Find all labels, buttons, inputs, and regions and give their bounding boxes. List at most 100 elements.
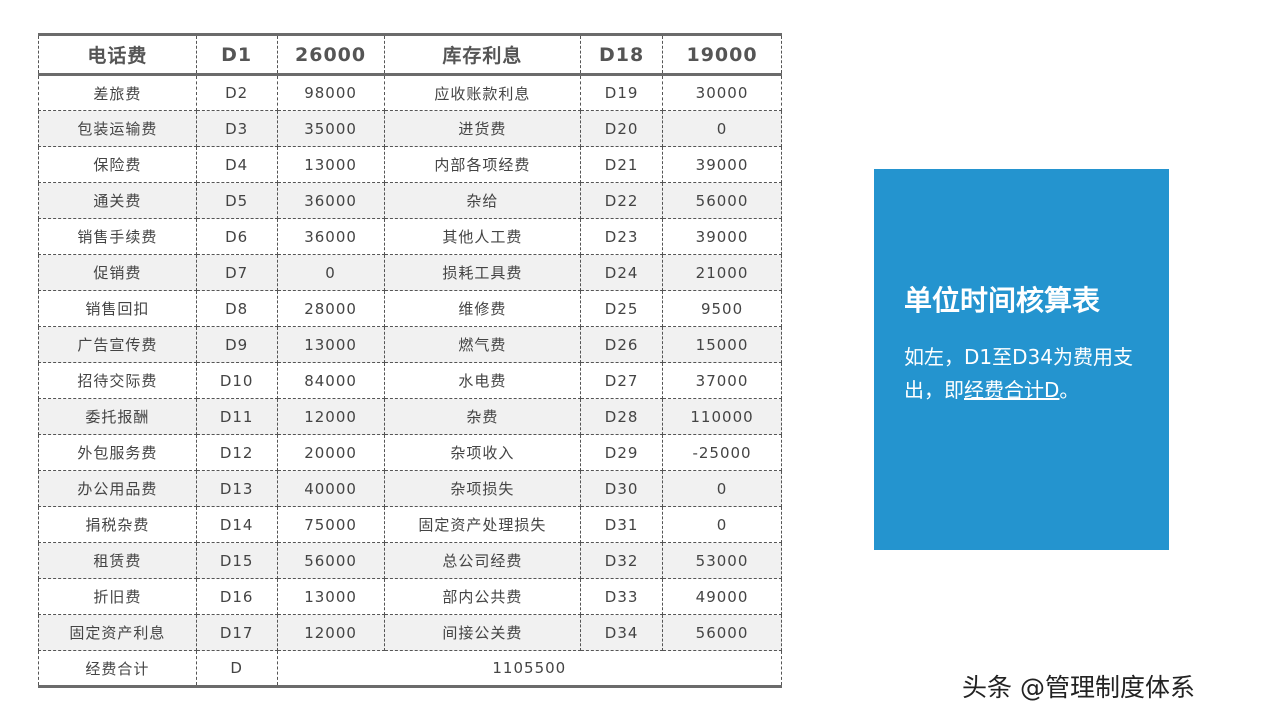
watermark: 头条 @管理制度体系 (962, 673, 1195, 702)
table-cell: 56000 (662, 614, 782, 651)
table-cell: D28 (580, 398, 664, 435)
header-cell: 19000 (662, 34, 782, 76)
table-cell: 进货费 (383, 110, 582, 147)
table-row: 租赁费 D15 56000 总公司经费 D32 53000 (38, 542, 782, 579)
table-cell: 固定资产处理损失 (383, 506, 582, 543)
table-cell: 110000 (662, 398, 782, 435)
table-cell: 折旧费 (38, 578, 197, 615)
table-cell: 39000 (662, 146, 782, 183)
table-cell: D32 (580, 542, 664, 579)
header-cell: D1 (195, 34, 278, 76)
table-cell: D34 (580, 614, 664, 651)
table-cell: 39000 (662, 218, 782, 255)
table-cell: D25 (580, 290, 664, 327)
table-cell: 13000 (276, 578, 385, 615)
header-cell: D18 (580, 34, 664, 76)
table-cell: D9 (195, 326, 278, 363)
table-cell: 0 (662, 470, 782, 507)
table-cell: D33 (580, 578, 664, 615)
table-row: 捐税杂费 D14 75000 固定资产处理损失 D31 0 (38, 506, 782, 543)
table-cell: D13 (195, 470, 278, 507)
table-cell: D19 (580, 74, 664, 111)
table-cell: 办公用品费 (38, 470, 197, 507)
table-cell: 应收账款利息 (383, 74, 582, 111)
table-cell: 委托报酬 (38, 398, 197, 435)
table-row: 差旅费 D2 98000 应收账款利息 D19 30000 (38, 74, 782, 111)
table-cell: 9500 (662, 290, 782, 327)
table-cell: D8 (195, 290, 278, 327)
table-cell: 杂项收入 (383, 434, 582, 471)
total-row: 经费合计 D 1105500 (38, 650, 783, 687)
table-cell: D30 (580, 470, 664, 507)
table-cell: 总公司经费 (383, 542, 582, 579)
table-cell: D22 (580, 182, 664, 219)
table-cell: 21000 (662, 254, 782, 291)
table-cell: D11 (195, 398, 278, 435)
table-cell: 56000 (276, 542, 385, 579)
table-cell: D27 (580, 362, 664, 399)
table-cell: -25000 (662, 434, 782, 471)
table-cell: 内部各项经费 (383, 146, 582, 183)
table-cell: 36000 (276, 218, 385, 255)
table-row: 销售回扣 D8 28000 维修费 D25 9500 (38, 290, 782, 327)
table-cell: D23 (580, 218, 664, 255)
table-cell: 捐税杂费 (38, 506, 197, 543)
table-cell: 13000 (276, 146, 385, 183)
table-cell: 固定资产利息 (38, 614, 197, 651)
table-row: 折旧费 D16 13000 部内公共费 D33 49000 (38, 578, 782, 615)
table-cell: 广告宣传费 (38, 326, 197, 363)
table-row: 通关费 D5 36000 杂给 D22 56000 (38, 182, 782, 219)
table-cell: 销售回扣 (38, 290, 197, 327)
panel-text: 如左，D1至D34为费用支出，即经费合计D。 (904, 341, 1139, 407)
table-cell: D17 (195, 614, 278, 651)
table-cell: 维修费 (383, 290, 582, 327)
table-cell: D24 (580, 254, 664, 291)
table-cell: D31 (580, 506, 664, 543)
table-cell: 差旅费 (38, 74, 197, 111)
header-cell: 26000 (276, 34, 385, 76)
table-row: 包装运输费 D3 35000 进货费 D20 0 (38, 110, 782, 147)
table-cell: D7 (195, 254, 278, 291)
table-cell: D29 (580, 434, 664, 471)
table-cell: 水电费 (383, 362, 582, 399)
table-cell: 租赁费 (38, 542, 197, 579)
table-header-row: 电话费 D1 26000 库存利息 D18 19000 (38, 34, 782, 76)
header-cell: 电话费 (38, 34, 197, 76)
table-cell: 15000 (662, 326, 782, 363)
table-row: 销售手续费 D6 36000 其他人工费 D23 39000 (38, 218, 782, 255)
table-cell: 75000 (276, 506, 385, 543)
panel-link[interactable]: 经费合计D (964, 378, 1060, 402)
table-cell: D21 (580, 146, 664, 183)
table-cell: D10 (195, 362, 278, 399)
expense-table: 电话费 D1 26000 库存利息 D18 19000 差旅费 D2 98000 应收… (38, 33, 783, 688)
table-row: 促销费 D7 0 损耗工具费 D24 21000 (38, 254, 782, 291)
panel-title: 单位时间核算表 (904, 284, 1101, 317)
table-cell: 84000 (276, 362, 385, 399)
table-cell: 促销费 (38, 254, 197, 291)
table-cell: 包装运输费 (38, 110, 197, 147)
table-row: 固定资产利息 D17 12000 间接公关费 D34 56000 (38, 614, 782, 651)
table-cell: D4 (195, 146, 278, 183)
total-label: 经费合计 (38, 650, 197, 687)
total-value: 1105500 (276, 650, 783, 687)
table-row: 招待交际费 D10 84000 水电费 D27 37000 (38, 362, 782, 399)
table-cell: 其他人工费 (383, 218, 582, 255)
table-cell: 37000 (662, 362, 782, 399)
table-cell: 招待交际费 (38, 362, 197, 399)
table-cell: 杂给 (383, 182, 582, 219)
table-cell: D16 (195, 578, 278, 615)
table-cell: 40000 (276, 470, 385, 507)
table-cell: D12 (195, 434, 278, 471)
table-row: 保险费 D4 13000 内部各项经费 D21 39000 (38, 146, 782, 183)
table-cell: 杂费 (383, 398, 582, 435)
table-cell: 部内公共费 (383, 578, 582, 615)
table-cell: D5 (195, 182, 278, 219)
table-row: 委托报酬 D11 12000 杂费 D28 110000 (38, 398, 782, 435)
table-cell: D26 (580, 326, 664, 363)
table-cell: D14 (195, 506, 278, 543)
table-cell: 20000 (276, 434, 385, 471)
table-cell: 间接公关费 (383, 614, 582, 651)
table-cell: 53000 (662, 542, 782, 579)
panel-text-part: 如左，D1至D34为费用支出，即 (904, 345, 1133, 402)
table-cell: 56000 (662, 182, 782, 219)
